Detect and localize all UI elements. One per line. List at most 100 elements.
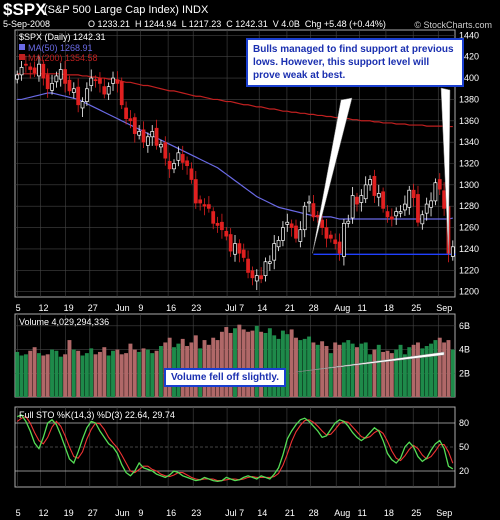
volume-bar — [437, 337, 442, 397]
volume-bar — [23, 354, 28, 397]
candle-body — [241, 249, 246, 258]
candle-body — [45, 74, 50, 90]
volume-bar — [389, 353, 394, 397]
volume-bar — [259, 331, 264, 397]
volume-bar — [180, 338, 185, 397]
candle-body — [237, 243, 242, 254]
candle-body — [24, 63, 28, 66]
candle-body — [58, 69, 63, 80]
x-tick-label-bottom: 21 — [285, 508, 295, 518]
candle-body — [420, 214, 425, 225]
volume-annotation-text: Volume fell off slightly. — [171, 372, 279, 383]
candle-body — [211, 211, 216, 224]
volume-bar — [89, 348, 94, 397]
volume-bar — [106, 355, 111, 397]
ma200-swatch — [19, 54, 25, 60]
volume-bar — [63, 354, 68, 397]
x-tick-label: 25 — [411, 303, 421, 313]
volume-bar — [93, 354, 98, 397]
x-tick-label: 12 — [39, 303, 49, 313]
volume-bar — [241, 329, 246, 397]
volume-bar — [32, 347, 37, 397]
candle-body — [89, 77, 94, 86]
x-tick-label: 16 — [166, 303, 176, 313]
candle-body — [372, 175, 377, 196]
volume-bar — [250, 330, 255, 397]
candle-body — [198, 199, 203, 204]
candle-body — [37, 63, 41, 77]
support-annotation: Bulls managed to find support at previou… — [246, 38, 464, 87]
volume-bar — [141, 348, 146, 397]
candle-body — [433, 182, 438, 202]
candle-body — [71, 88, 76, 93]
candle-body — [324, 227, 329, 239]
sto-tick-label: 20 — [459, 466, 469, 476]
volume-bar — [346, 340, 351, 397]
volume-bar — [154, 350, 159, 397]
candle-body — [132, 117, 137, 134]
candle-body — [15, 74, 20, 80]
x-tick-label-bottom: 27 — [88, 508, 98, 518]
volume-bar — [446, 340, 451, 397]
volume-bar — [407, 347, 412, 397]
candle-body — [128, 118, 133, 122]
volume-bar — [294, 337, 298, 397]
volume-bar — [394, 349, 399, 397]
volume-bar — [28, 350, 33, 397]
price-tick-label: 1220 — [459, 265, 479, 275]
volume-bar — [324, 346, 329, 397]
x-tick-label-bottom: 5 — [16, 508, 21, 518]
price-tick-label: 1300 — [459, 180, 479, 190]
candle-body — [167, 161, 172, 170]
candle-body — [54, 75, 59, 83]
sto-tick-label: 50 — [459, 442, 469, 452]
volume-bar — [333, 342, 338, 397]
volume-bar — [420, 348, 425, 397]
candle-body — [32, 67, 37, 74]
volume-bar — [246, 331, 251, 397]
ma200-line — [17, 73, 453, 128]
volume-bar — [359, 343, 364, 397]
price-legend: $SPX (Daily) 1242.31 — [19, 32, 106, 42]
volume-tick-label: 2B — [459, 368, 470, 378]
x-tick-label-bottom: 18 — [384, 508, 394, 518]
candle-body — [50, 83, 54, 91]
candle-body — [28, 66, 33, 70]
candle-body — [403, 203, 407, 211]
volume-bar — [450, 349, 455, 397]
candle-body — [289, 223, 294, 228]
volume-bar — [228, 332, 233, 397]
x-tick-label: 18 — [384, 303, 394, 313]
volume-bar — [58, 356, 63, 397]
candle-body — [76, 86, 81, 106]
x-tick-label-bottom: 19 — [64, 508, 74, 518]
stockcharts-logo: © StockCharts.com — [414, 20, 492, 30]
x-tick-label-bottom: 12 — [39, 508, 49, 518]
candle-body — [115, 79, 120, 84]
volume-bar — [315, 344, 320, 397]
x-tick-label: Jul 7 — [225, 303, 244, 313]
candle-body — [281, 227, 285, 241]
x-tick-label: 19 — [64, 303, 74, 313]
price-tick-label: 1340 — [459, 137, 479, 147]
price-tick-label: 1380 — [459, 94, 479, 104]
x-tick-label: 14 — [257, 303, 267, 313]
candle-body — [263, 261, 268, 276]
volume-bar — [276, 338, 281, 397]
sto-k-line — [16, 414, 454, 483]
x-tick-label: 9 — [138, 303, 143, 313]
candle-body — [202, 204, 207, 207]
volume-bar — [41, 355, 46, 397]
x-tick-label: 23 — [191, 303, 201, 313]
x-tick-label: Jun — [115, 303, 130, 313]
chart-header: $SPX (S&P 500 Large Cap Index) INDX 5-Se… — [0, 0, 500, 34]
candle-body — [381, 191, 385, 209]
volume-bar — [233, 328, 237, 397]
volume-bar — [193, 335, 198, 397]
volume-tick-label: 6B — [459, 321, 470, 331]
x-tick-label-bottom: 16 — [166, 508, 176, 518]
candle-body — [424, 203, 429, 214]
candle-body — [163, 142, 168, 159]
sto-legend: Full STO %K(14,3) %D(3) 22.64, 29.74 — [19, 410, 175, 420]
